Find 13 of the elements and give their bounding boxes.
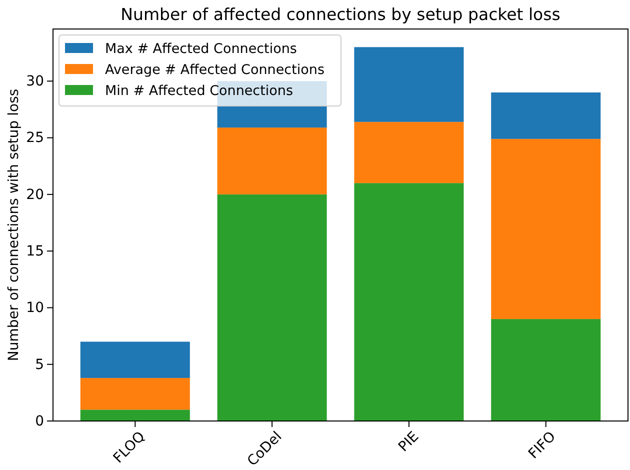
y-tick-label: 20	[26, 186, 44, 203]
y-tick-label: 0	[35, 413, 44, 430]
legend-label: Min # Affected Connections	[105, 83, 293, 99]
legend-label: Max # Affected Connections	[105, 41, 297, 57]
chart-title: Number of affected connections by setup packet loss	[120, 5, 560, 24]
y-axis-title: Number of connections with setup loss	[6, 88, 22, 362]
x-tick-label: PIE	[396, 428, 422, 456]
y-tick-label: 25	[26, 130, 44, 146]
y-tick-label: 15	[26, 244, 44, 260]
legend-label: Average # Affected Connections	[105, 62, 324, 78]
y-tick-label: 10	[26, 300, 44, 316]
y-tick-label: 5	[35, 356, 44, 373]
y-tick-label: 30	[26, 74, 44, 90]
